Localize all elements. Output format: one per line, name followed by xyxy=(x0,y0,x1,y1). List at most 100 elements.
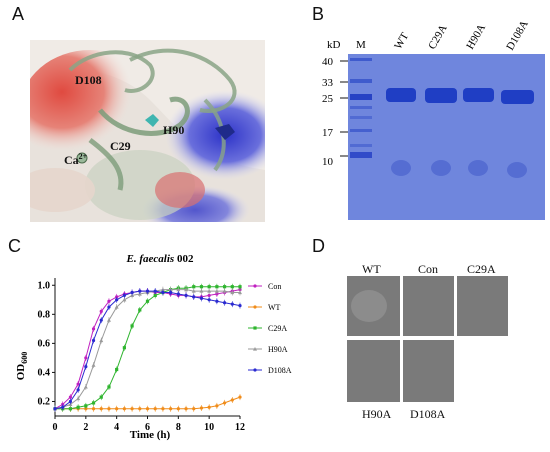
data-point-h90a xyxy=(176,287,181,292)
marker-17: 17 xyxy=(322,127,372,139)
marker-label-17: 17 xyxy=(322,127,334,139)
legend-label-d108a: D108A xyxy=(268,366,292,375)
legend-marker-wt xyxy=(253,305,257,309)
data-point-d108a xyxy=(215,299,219,303)
data-point-wt xyxy=(230,398,234,402)
data-point-c29a xyxy=(122,346,126,350)
data-point-d108a xyxy=(184,293,188,298)
y-tick-label: 0.8 xyxy=(38,309,51,320)
data-point-d108a xyxy=(107,305,111,309)
series-line-h90a xyxy=(54,289,240,410)
ion-label: Ca2+ xyxy=(64,152,88,167)
smear-d108a xyxy=(507,162,527,178)
data-point-c29a xyxy=(91,401,96,405)
legend-marker-d108a xyxy=(253,368,257,372)
plate-label-wt: WT xyxy=(362,262,381,276)
marker-25: 25 xyxy=(322,93,372,105)
x-tick-label: 12 xyxy=(235,422,245,433)
gel-background xyxy=(348,54,545,220)
plate-label-c29a: C29A xyxy=(467,262,496,276)
legend-label-c29a: C29A xyxy=(268,324,287,333)
y-tick-label: 0.6 xyxy=(38,338,51,349)
data-point-h90a xyxy=(168,287,173,292)
marker-33: 33 xyxy=(322,77,372,89)
legend-label-h90a: H90A xyxy=(268,345,288,354)
data-point-d108a xyxy=(61,405,65,409)
data-point-c29a xyxy=(199,285,204,289)
data-point-wt xyxy=(91,407,96,411)
lane-label-m: M xyxy=(356,39,366,51)
y-tick-label: 0.4 xyxy=(38,367,51,378)
data-point-wt xyxy=(184,407,188,411)
smear-wt xyxy=(391,160,411,176)
legend-marker-h90a xyxy=(253,347,257,351)
data-point-wt xyxy=(130,407,134,411)
data-point-h90a xyxy=(222,289,227,293)
x-tick-label: 0 xyxy=(53,422,58,433)
chart-title-rest: 002 xyxy=(174,253,194,265)
data-point-c29a xyxy=(115,367,119,372)
kd-label: kD xyxy=(327,39,341,51)
data-point-wt xyxy=(122,407,126,411)
data-point-d108a xyxy=(76,388,80,392)
marker-label-33: 33 xyxy=(322,77,334,89)
panel-a-letter: A xyxy=(12,4,25,24)
data-point-d108a xyxy=(207,298,211,302)
data-point-h90a xyxy=(230,290,235,295)
y-axis-title-sub: 600 xyxy=(20,352,29,364)
data-point-c29a xyxy=(130,324,134,328)
band-h90a xyxy=(463,88,494,102)
legend-label-wt: WT xyxy=(268,303,281,312)
marker-40: 40 xyxy=(322,56,372,68)
y-tick-label: 1.0 xyxy=(38,280,51,291)
data-point-wt xyxy=(145,407,150,411)
lane-label-d108a: D108A xyxy=(504,20,531,53)
data-point-h90a xyxy=(207,289,212,293)
data-point-c29a xyxy=(215,285,219,289)
data-point-h90a xyxy=(106,318,111,322)
plate-d108a xyxy=(403,340,454,402)
sds-page-gel: kD M WT C29A H90A D108A 40 33 25 17 10 xyxy=(322,20,545,220)
data-point-d108a xyxy=(222,301,227,305)
data-point-wt xyxy=(192,407,196,411)
marker-label-10: 10 xyxy=(322,156,334,168)
data-point-wt xyxy=(161,407,165,411)
data-point-d108a xyxy=(122,293,126,298)
data-point-d108a xyxy=(145,289,150,293)
data-point-con xyxy=(107,299,111,303)
residue-label-c29: C29 xyxy=(110,139,131,153)
residue-label-d108: D108 xyxy=(75,73,102,87)
lane-label-wt: WT xyxy=(392,30,411,51)
data-point-d108a xyxy=(99,318,103,322)
data-point-wt xyxy=(107,407,111,411)
data-point-c29a xyxy=(145,299,150,303)
data-point-c29a xyxy=(76,405,80,409)
data-point-con xyxy=(68,395,73,399)
data-point-wt xyxy=(207,405,211,409)
lane-label-c29a: C29A xyxy=(426,23,450,52)
plate-label-h90a: H90A xyxy=(362,407,392,421)
x-axis-title: Time (h) xyxy=(130,429,171,441)
data-point-wt xyxy=(99,407,103,411)
x-tick-label: 8 xyxy=(176,422,181,433)
data-point-d108a xyxy=(192,295,196,299)
data-point-d108a xyxy=(138,289,142,293)
data-point-wt xyxy=(176,407,180,411)
data-point-c29a xyxy=(138,308,142,312)
data-point-wt xyxy=(215,404,219,408)
data-point-wt xyxy=(222,401,227,405)
data-point-con xyxy=(99,309,103,314)
ion-label-charge: 2+ xyxy=(79,152,88,161)
smear-c29a xyxy=(431,160,451,176)
plate-c29a xyxy=(457,276,508,336)
data-point-wt xyxy=(238,395,242,399)
data-point-c29a xyxy=(222,285,227,289)
legend-label-con: Con xyxy=(268,282,281,291)
x-tick-label: 2 xyxy=(83,422,88,433)
data-point-h90a xyxy=(114,305,119,309)
data-point-h90a xyxy=(76,396,81,401)
data-point-c29a xyxy=(84,404,88,408)
panel-d-letter: D xyxy=(312,236,325,256)
data-point-h90a xyxy=(160,287,165,292)
data-point-c29a xyxy=(207,285,211,289)
